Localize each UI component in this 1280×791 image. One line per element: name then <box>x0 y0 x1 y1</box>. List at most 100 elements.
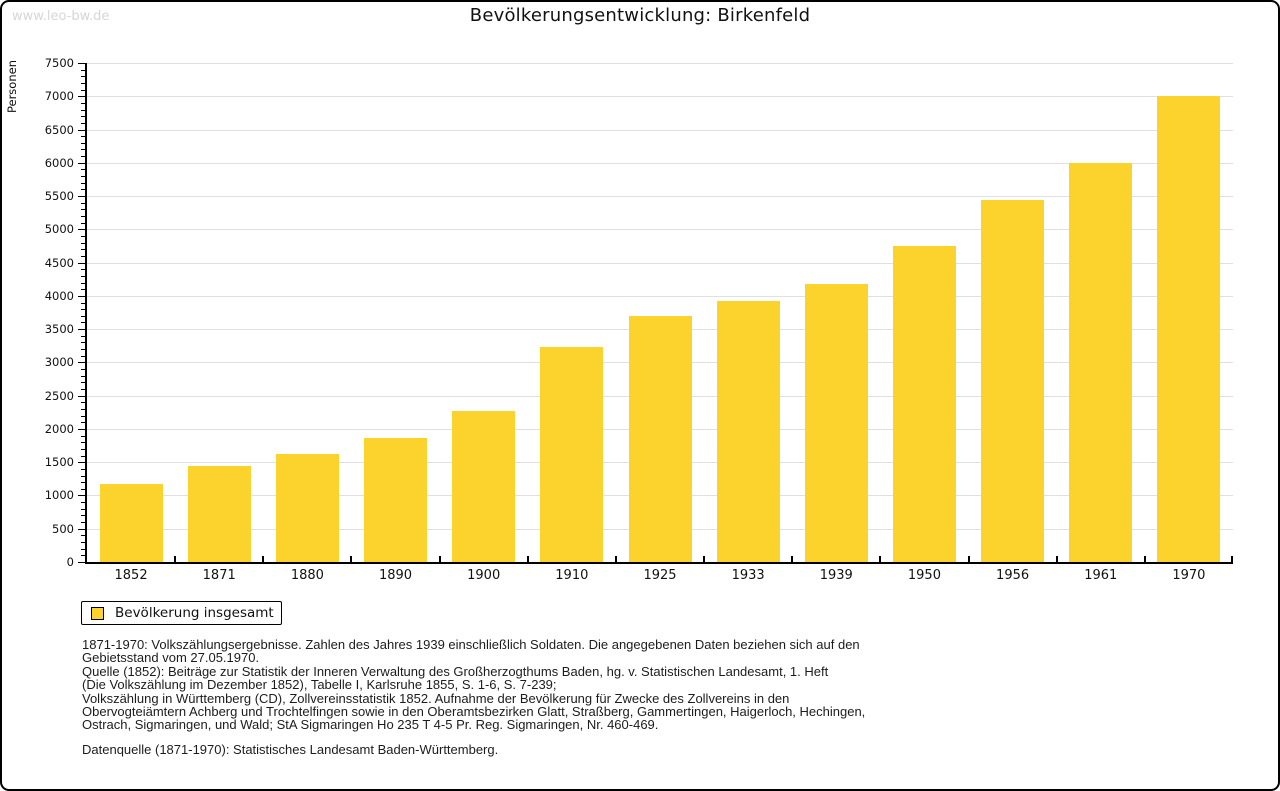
y-axis-label-4000: 4000 <box>44 288 74 303</box>
site-watermark: www.leo-bw.de <box>12 9 110 24</box>
y-axis-label-3500: 3500 <box>44 322 74 337</box>
gridline-7500 <box>87 63 1233 64</box>
x-axis-label-1950: 1950 <box>907 568 941 583</box>
y-minor-tick-5400 <box>81 202 85 204</box>
y-minor-tick-2900 <box>81 369 85 371</box>
y-minor-tick-1200 <box>81 482 85 484</box>
y-minor-tick-3900 <box>81 302 85 304</box>
y-axis-label-7000: 7000 <box>44 89 74 104</box>
bar-1950 <box>892 245 956 562</box>
footer-line-5: Volkszählung in Württemberg (CD), Zollve… <box>82 690 790 706</box>
y-minor-tick-2100 <box>81 422 85 424</box>
x-boundary-tick-11 <box>1055 556 1058 562</box>
bar-1933 <box>716 301 780 562</box>
gridline-5000 <box>87 229 1233 231</box>
plot-area: 0 500 1000 1500 2000 2500 3000 3500 4000 4500 5000… <box>45 56 1233 583</box>
legend-label: Bevölkerung insgesamt <box>115 605 274 621</box>
x-axis-label-1871: 1871 <box>202 568 236 583</box>
x-axis-label-1933: 1933 <box>731 568 765 583</box>
y-minor-tick-6100 <box>81 156 85 158</box>
footer-notes: 1871-1970: Volkszählungsergebnisse. Zahl… <box>82 637 865 757</box>
y-minor-tick-6400 <box>81 136 85 138</box>
y-minor-tick-3200 <box>81 349 85 351</box>
x-axis-label-1956: 1956 <box>996 568 1030 583</box>
x-axis-label-1970: 1970 <box>1172 568 1206 583</box>
gridline-5500 <box>87 196 1233 198</box>
x-axis-label-1925: 1925 <box>643 568 677 583</box>
y-minor-tick-4800 <box>81 242 85 244</box>
y-minor-tick-7100 <box>81 89 85 91</box>
y-minor-tick-7200 <box>81 82 85 84</box>
footer-line-2: Gebietsstand vom 27.05.1970. <box>82 650 260 666</box>
y-minor-tick-3100 <box>81 355 85 357</box>
y-minor-tick-6700 <box>81 116 85 118</box>
x-boundary-tick-2 <box>262 556 265 562</box>
legend-swatch-icon <box>91 606 104 620</box>
x-boundary-tick-7 <box>703 556 706 562</box>
y-minor-tick-1700 <box>81 448 85 450</box>
y-minor-tick-6300 <box>81 142 85 144</box>
y-minor-tick-3700 <box>81 315 85 317</box>
y-minor-tick-5600 <box>81 189 85 191</box>
y-minor-tick-400 <box>81 535 85 537</box>
y-axis-label-3000: 3000 <box>44 355 74 370</box>
footer-line-7: Ostrach, Sigmaringen, und Wald; StA Sigm… <box>82 717 659 733</box>
y-major-tick-5000 <box>78 229 85 231</box>
bar-1890 <box>364 438 428 562</box>
footer-datasource: Datenquelle (1871-1970): Statistisches L… <box>82 741 499 757</box>
y-major-tick-5500 <box>78 196 85 198</box>
bar-1900 <box>452 410 516 562</box>
y-minor-tick-3300 <box>81 342 85 344</box>
y-axis-label-500: 500 <box>52 521 74 536</box>
y-minor-tick-3800 <box>81 309 85 311</box>
gridline-6500 <box>87 129 1233 131</box>
y-minor-tick-6900 <box>81 102 85 104</box>
y-major-tick-3000 <box>78 362 85 364</box>
y-major-tick-6500 <box>78 129 85 131</box>
y-minor-tick-700 <box>81 515 85 517</box>
y-minor-tick-2700 <box>81 382 85 384</box>
y-minor-tick-600 <box>81 522 85 524</box>
y-minor-tick-1300 <box>81 475 85 477</box>
y-major-tick-1500 <box>78 462 85 464</box>
x-boundary-tick-13 <box>1231 556 1233 562</box>
gridline-6000 <box>87 162 1233 164</box>
y-minor-tick-6600 <box>81 122 85 124</box>
x-axis-label-1880: 1880 <box>290 568 324 583</box>
gridline-4500 <box>87 262 1233 264</box>
x-axis-label-1910: 1910 <box>555 568 589 583</box>
x-axis-label-1890: 1890 <box>378 568 413 583</box>
y-minor-tick-5800 <box>81 176 85 178</box>
x-boundary-tick-3 <box>350 556 353 562</box>
y-minor-tick-1100 <box>81 488 85 490</box>
bar-1871 <box>187 466 251 562</box>
x-axis-label-1900: 1900 <box>467 568 501 583</box>
y-axis-label-5500: 5500 <box>44 189 74 204</box>
y-minor-tick-4200 <box>81 282 85 284</box>
y-axis-label-1500: 1500 <box>44 455 74 470</box>
y-minor-tick-800 <box>81 508 85 510</box>
y-minor-tick-7400 <box>81 69 85 71</box>
y-axis-label-6500: 6500 <box>44 122 74 137</box>
x-axis-label-1961: 1961 <box>1084 568 1118 583</box>
y-axis-label-7500: 7500 <box>44 56 74 70</box>
bar-1939 <box>804 283 868 562</box>
y-minor-tick-4900 <box>81 235 85 237</box>
y-minor-tick-1600 <box>81 455 85 457</box>
y-minor-tick-2600 <box>81 389 85 390</box>
y-minor-tick-3600 <box>81 322 85 324</box>
y-major-tick-4000 <box>78 295 85 297</box>
y-minor-tick-2400 <box>81 402 85 404</box>
footer-line-4: (Die Volkszählung im Dezember 1852), Tab… <box>82 677 557 693</box>
y-minor-tick-1400 <box>81 468 85 470</box>
y-axis-label-0: 0 <box>66 555 74 569</box>
y-minor-tick-3400 <box>81 335 85 337</box>
footer-line-1: 1871-1970: Volkszählungsergebnisse. Zahl… <box>82 637 860 652</box>
x-boundary-tick-8 <box>791 556 794 562</box>
y-major-tick-6000 <box>78 162 85 164</box>
y-minor-tick-5300 <box>81 209 85 211</box>
y-minor-tick-5100 <box>81 222 85 224</box>
y-minor-tick-5700 <box>81 182 85 184</box>
y-major-tick-7000 <box>78 96 85 98</box>
y-axis-label-2500: 2500 <box>44 388 74 403</box>
